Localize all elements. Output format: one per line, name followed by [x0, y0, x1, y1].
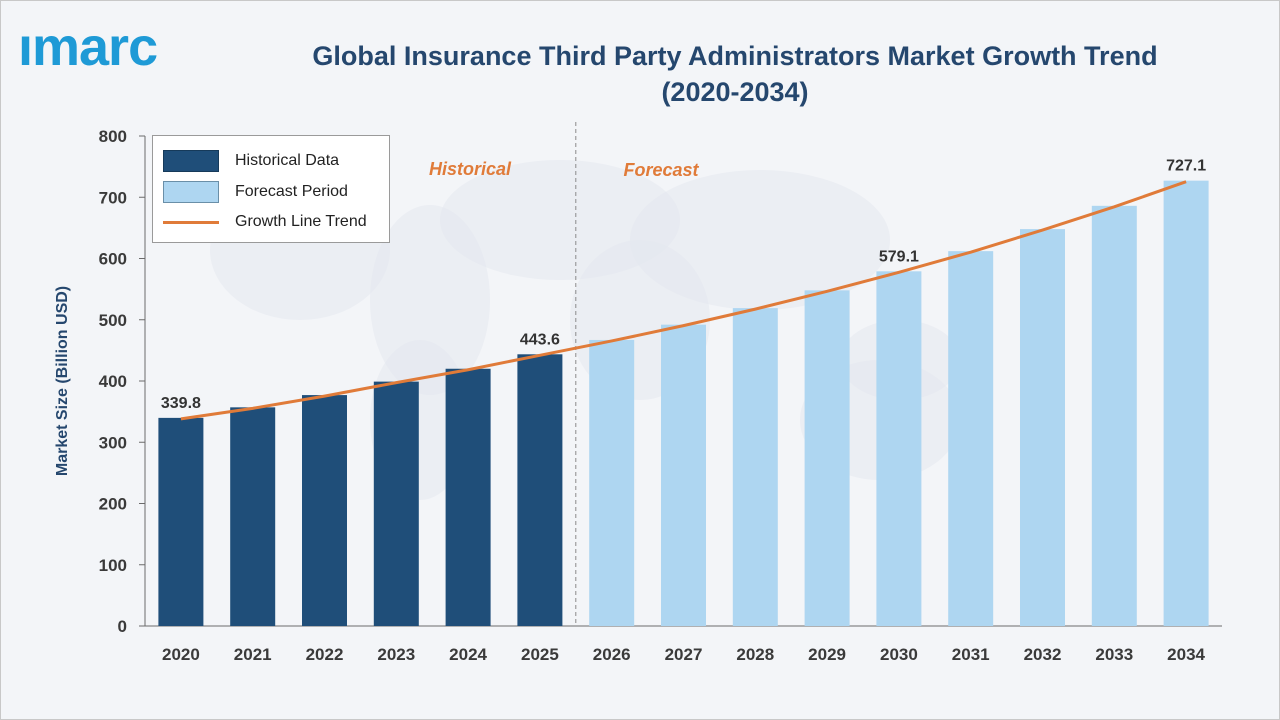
legend-swatch-historical [163, 150, 219, 172]
x-tick-label: 2028 [736, 645, 774, 664]
bar-2032 [1020, 229, 1065, 626]
y-axis-label: Market Size (Billion USD) [54, 286, 71, 476]
x-tick-label: 2031 [952, 645, 990, 664]
bar-2022 [302, 395, 347, 626]
y-tick-label: 600 [99, 250, 127, 269]
x-tick-label: 2023 [377, 645, 415, 664]
bar-2029 [804, 290, 850, 626]
y-tick-label: 100 [99, 556, 127, 575]
imarc-logo: ımarc [18, 17, 158, 80]
x-tick-label: 2029 [808, 645, 846, 664]
x-tick-label: 2030 [880, 645, 918, 664]
bar-2027 [661, 324, 706, 626]
y-tick-label: 200 [99, 495, 127, 514]
x-tick-label: 2027 [665, 645, 703, 664]
legend-item-forecast: Forecast Period [163, 180, 348, 204]
x-tick-label: 2033 [1095, 645, 1133, 664]
annotation-historical: Historical [429, 159, 512, 179]
x-tick-label: 2025 [521, 645, 559, 664]
legend: Historical Data Forecast Period Growth L… [152, 135, 390, 243]
trend-line [180, 180, 1187, 421]
bars [158, 180, 1209, 626]
bar-2023 [373, 381, 419, 626]
bar-2024 [445, 368, 491, 626]
data-label-2034: 727.1 [1166, 158, 1206, 175]
annotation-forecast: Forecast [623, 160, 699, 180]
labels: 2020 2021 2022 2023 2024 2025 2026 2027 2028 2029… [161, 158, 1206, 664]
x-tick-label: 2021 [234, 645, 272, 664]
y-tick-label: 300 [99, 433, 127, 452]
y-tick-label: 400 [99, 372, 127, 391]
y-tick-label: 0 [118, 617, 127, 636]
legend-label-historical: Historical Data [235, 152, 340, 169]
x-tick-label: 2026 [593, 645, 631, 664]
logo-text: ımarc [18, 17, 158, 77]
data-label-2025: 443.6 [520, 331, 560, 348]
bar-2021 [230, 407, 276, 626]
legend-item-historical: Historical Data [163, 149, 339, 173]
bar-2020 [158, 417, 204, 626]
legend-item-trend: Growth Line Trend [163, 210, 367, 234]
map-blob-4 [630, 170, 890, 310]
bar-2034 [1163, 180, 1209, 626]
bar-2033 [1091, 205, 1137, 626]
bar-2025 [517, 354, 563, 626]
x-tick-label: 2020 [162, 645, 200, 664]
y-tick-label: 500 [99, 311, 127, 330]
x-tick-label: 2034 [1167, 645, 1205, 664]
legend-swatch-forecast [163, 181, 219, 203]
chart-title: Global Insurance Third Party Administrat… [312, 41, 1158, 107]
y-tick-label: 700 [99, 188, 127, 207]
data-label-2030: 579.1 [879, 248, 919, 265]
x-tick-label: 2022 [306, 645, 344, 664]
legend-swatch-trend [163, 220, 219, 224]
y-tick-label: 800 [99, 127, 127, 146]
bar-2028 [732, 308, 778, 626]
x-tick-label: 2032 [1024, 645, 1062, 664]
legend-label-trend: Growth Line Trend [235, 213, 367, 230]
bar-2026 [589, 339, 635, 626]
bar-2030 [876, 271, 922, 626]
x-tick-label: 2024 [449, 645, 487, 664]
legend-label-forecast: Forecast Period [235, 183, 348, 200]
growth-trend-line [180, 180, 1187, 421]
bar-2031 [948, 251, 994, 626]
data-label-2020: 339.8 [161, 395, 201, 412]
